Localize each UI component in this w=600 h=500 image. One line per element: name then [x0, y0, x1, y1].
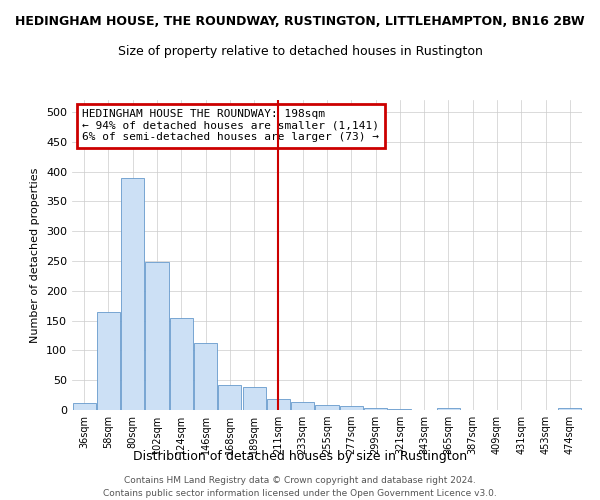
Y-axis label: Number of detached properties: Number of detached properties	[31, 168, 40, 342]
Text: Contains HM Land Registry data © Crown copyright and database right 2024.: Contains HM Land Registry data © Crown c…	[124, 476, 476, 485]
Text: HEDINGHAM HOUSE THE ROUNDWAY: 198sqm
← 94% of detached houses are smaller (1,141: HEDINGHAM HOUSE THE ROUNDWAY: 198sqm ← 9…	[82, 110, 379, 142]
Text: Size of property relative to detached houses in Rustington: Size of property relative to detached ho…	[118, 45, 482, 58]
Bar	[388, 409, 412, 410]
Bar	[437, 408, 460, 410]
Bar	[170, 318, 193, 410]
Bar	[242, 388, 266, 410]
Bar	[291, 402, 314, 410]
Bar	[121, 178, 144, 410]
Bar	[194, 342, 217, 410]
Bar	[559, 408, 581, 410]
Bar	[97, 312, 120, 410]
Bar	[73, 404, 95, 410]
Bar	[145, 262, 169, 410]
Text: Contains public sector information licensed under the Open Government Licence v3: Contains public sector information licen…	[103, 488, 497, 498]
Bar	[316, 405, 338, 410]
Bar	[218, 385, 241, 410]
Bar	[364, 408, 387, 410]
Bar	[340, 406, 363, 410]
Text: Distribution of detached houses by size in Rustington: Distribution of detached houses by size …	[133, 450, 467, 463]
Text: HEDINGHAM HOUSE, THE ROUNDWAY, RUSTINGTON, LITTLEHAMPTON, BN16 2BW: HEDINGHAM HOUSE, THE ROUNDWAY, RUSTINGTO…	[15, 15, 585, 28]
Bar	[267, 400, 290, 410]
